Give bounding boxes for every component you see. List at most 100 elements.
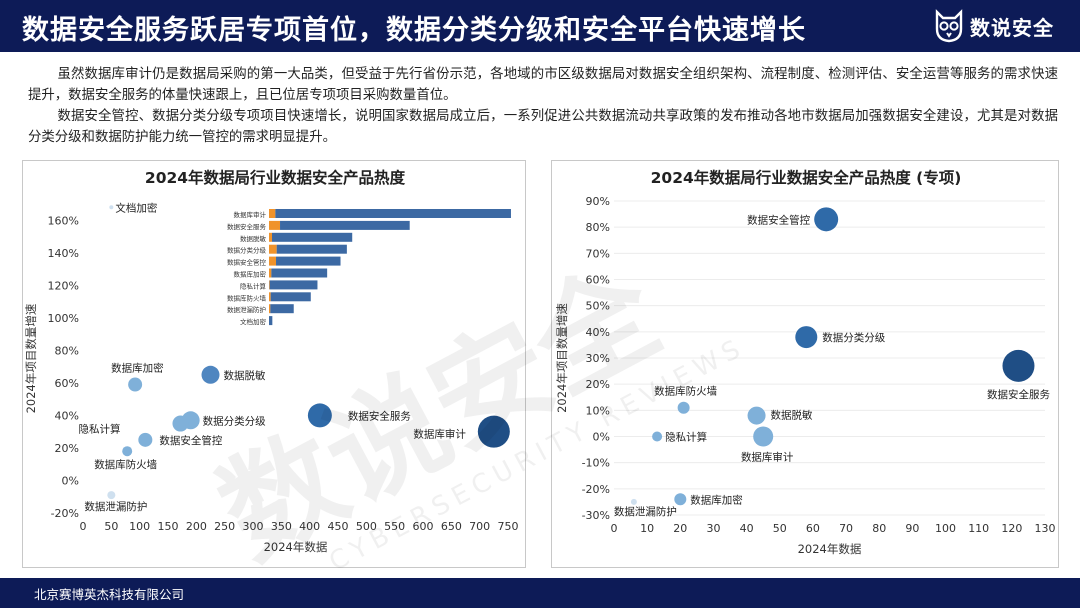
scatter-chart-overall: 2024年数据局行业数据安全产品热度 -20% 0% 20% 40% 60% 80% 100%… — [24, 168, 519, 554]
chart-panel-left: 2024年数据局行业数据安全产品热度 -20% 0% 20% 40% 60% 80% 100%… — [22, 160, 526, 568]
inset-bar — [270, 304, 294, 314]
scatter-chart-special: 2024年数据局行业数据安全产品热度 (专项) -30% -20% -10% 0% 10%… — [555, 168, 1056, 556]
y-tick-label: 0% — [62, 474, 79, 487]
y-tick-label: 50% — [586, 300, 610, 313]
x-tick-label: 80 — [872, 522, 886, 535]
y-tick-label: 30% — [586, 352, 610, 365]
x-tick-label: 0 — [611, 522, 618, 535]
inset-bar — [276, 244, 347, 254]
x-tick-label: 90 — [905, 522, 919, 535]
point-label: 数据分类分级 — [203, 414, 266, 427]
x-tick-label: 50 — [104, 520, 118, 533]
data-point — [753, 426, 774, 447]
inset-bar — [280, 220, 410, 230]
chart-panel-right: 2024年数据局行业数据安全产品热度 (专项) -30% -20% -10% 0% 10%… — [551, 160, 1059, 568]
point-label: 文档加密 — [115, 201, 157, 214]
x-tick-label: 300 — [243, 520, 264, 533]
inset-bar-category: 隐私计算 — [240, 281, 267, 290]
chart-title: 2024年数据局行业数据安全产品热度 — [145, 168, 406, 187]
point-label: 数据库防火墙 — [654, 385, 717, 398]
data-point — [747, 406, 766, 425]
y-tick-label: 60% — [586, 274, 610, 287]
point-label: 数据库防火墙 — [94, 458, 157, 471]
data-point — [107, 491, 116, 500]
y-tick-label: 10% — [586, 404, 610, 417]
intro-text: 虽然数据库审计仍是数据局采购的第一大品类，但受益于先行省份示范，各地域的市区级数… — [28, 64, 1058, 148]
inset-bar — [269, 304, 271, 314]
data-point — [814, 207, 839, 232]
inset-bar-category: 数据安全管控 — [227, 258, 267, 267]
x-tick-label: 70 — [839, 522, 853, 535]
point-label: 数据泄漏防护 — [614, 505, 677, 518]
inset-bar — [269, 316, 273, 326]
chart-title: 2024年数据局行业数据安全产品热度 (专项) — [651, 168, 962, 187]
inset-bar-category: 数据脱敏 — [240, 234, 267, 243]
paragraph-2: 数据安全管控、数据分类分级专项项目快速增长，说明国家数据局成立后，一系列促进公共… — [28, 109, 1058, 145]
x-tick-label: 200 — [186, 520, 207, 533]
y-tick-label: 0% — [593, 431, 610, 444]
data-point — [307, 403, 332, 428]
inset-bar-category: 数据库审计 — [234, 210, 267, 219]
inset-bar — [269, 232, 273, 242]
inset-bar — [269, 292, 271, 302]
inset-bar — [269, 280, 270, 290]
point-label: 数据库审计 — [741, 451, 794, 464]
x-tick-label: 10 — [640, 522, 654, 535]
owl-logo-icon — [935, 9, 963, 43]
x-tick-label: 250 — [214, 520, 235, 533]
inset-bar-category: 数据库防火墙 — [227, 293, 267, 302]
data-point — [201, 365, 220, 384]
point-label: 数据库加密 — [111, 362, 164, 375]
y-axis-label: 2024年项目数量增速 — [24, 303, 38, 413]
y-tick-label: 80% — [55, 344, 79, 357]
inset-bar-category: 数据安全服务 — [227, 222, 267, 231]
y-tick-label: 100% — [48, 312, 79, 325]
x-tick-label: 30 — [706, 522, 720, 535]
inset-bar-category: 数据分类分级 — [227, 246, 267, 255]
y-tick-label: 60% — [55, 377, 79, 390]
x-tick-label: 20 — [673, 522, 687, 535]
x-tick-label: 130 — [1035, 522, 1056, 535]
inset-bar-category: 数据泄漏防护 — [227, 305, 266, 314]
data-point — [795, 326, 818, 349]
data-point — [1002, 349, 1035, 382]
data-point — [477, 415, 510, 448]
x-tick-label: 60 — [806, 522, 820, 535]
data-point — [674, 493, 687, 506]
data-point — [172, 415, 189, 432]
point-label: 数据分类分级 — [822, 331, 885, 344]
x-tick-label: 600 — [413, 520, 434, 533]
point-label: 隐私计算 — [665, 431, 707, 444]
x-tick-label: 550 — [384, 520, 405, 533]
y-tick-label: 160% — [48, 214, 79, 227]
data-point — [128, 377, 143, 392]
data-point — [677, 401, 690, 414]
y-axis-label: 2024年项目数量增速 — [555, 303, 569, 413]
x-tick-label: 650 — [441, 520, 462, 533]
inset-bar — [269, 209, 276, 218]
inset-bar — [269, 280, 318, 290]
x-tick-label: 450 — [328, 520, 349, 533]
y-tick-label: -20% — [51, 507, 79, 520]
x-axis-label: 2024年数据 — [264, 540, 328, 554]
point-label: 数据脱敏 — [771, 409, 813, 422]
x-tick-label: 700 — [469, 520, 490, 533]
x-tick-label: 100 — [935, 522, 956, 535]
title-bar: 数据安全服务跃居专项首位，数据分类分级和安全平台快速增长 数说安全 — [0, 0, 1080, 52]
x-tick-label: 400 — [299, 520, 320, 533]
y-tick-label: 80% — [586, 221, 610, 234]
footer-bar: 北京赛博英杰科技有限公司 — [0, 578, 1080, 608]
y-tick-label: 90% — [586, 195, 610, 208]
point-label: 数据脱敏 — [224, 369, 266, 382]
point-label: 数据库审计 — [413, 428, 466, 441]
point-label: 数据泄漏防护 — [84, 500, 147, 513]
x-tick-label: 150 — [158, 520, 179, 533]
inset-bar — [271, 268, 328, 278]
y-tick-label: -30% — [582, 509, 610, 522]
x-tick-label: 0 — [80, 520, 87, 533]
y-tick-label: -20% — [582, 483, 610, 496]
x-tick-label: 750 — [498, 520, 519, 533]
y-tick-label: -10% — [582, 457, 610, 470]
y-tick-label: 40% — [55, 409, 79, 422]
x-tick-label: 120 — [1001, 522, 1022, 535]
